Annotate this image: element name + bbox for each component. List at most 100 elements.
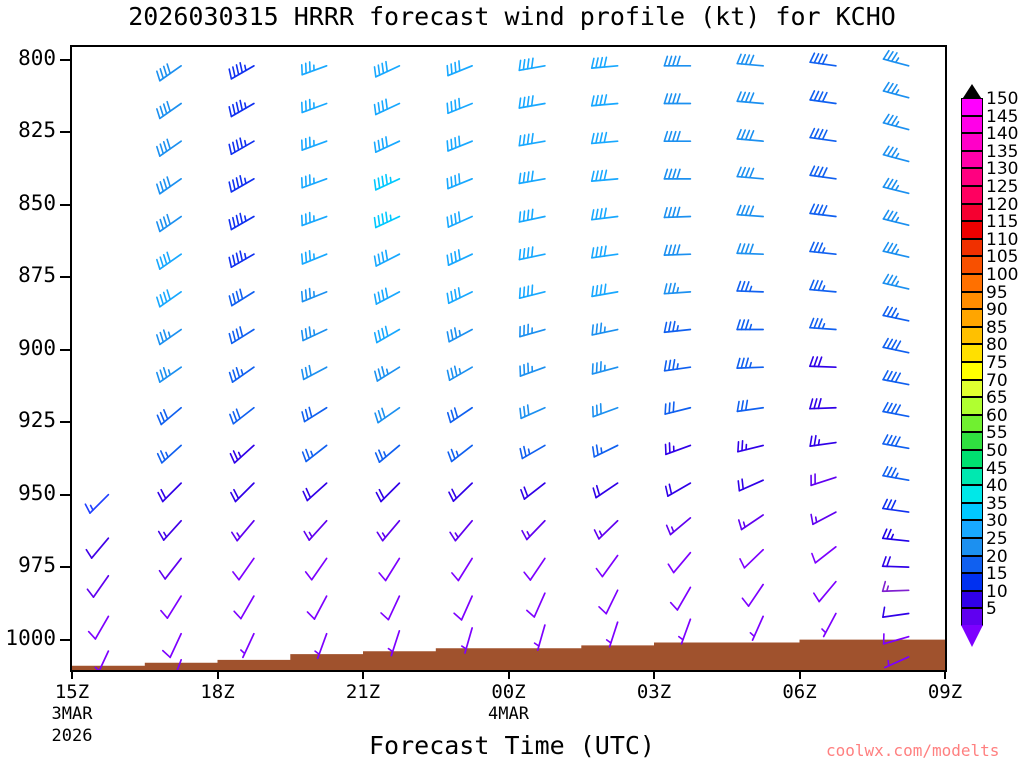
wind-barb xyxy=(591,283,619,298)
wind-barb xyxy=(447,444,473,463)
barb-full xyxy=(890,115,898,126)
colorbar-tick-label: 135 xyxy=(986,141,1019,162)
colorbar-tick-label: 125 xyxy=(986,177,1019,197)
colorbar-swatch xyxy=(961,115,983,134)
barb-full xyxy=(303,530,311,541)
wind-barb xyxy=(300,98,328,114)
barb-full xyxy=(161,649,171,659)
barb-full xyxy=(676,168,681,180)
wind-barb xyxy=(678,618,692,645)
barb-full xyxy=(522,248,526,260)
barb-full xyxy=(590,95,595,107)
wind-barb xyxy=(519,323,546,338)
wind-barb xyxy=(373,60,401,78)
barb-full xyxy=(239,212,244,225)
barb-half xyxy=(676,363,679,370)
wind-barb xyxy=(156,100,182,120)
wind-barb xyxy=(663,93,692,105)
barb-full xyxy=(817,356,823,368)
barb-full xyxy=(676,244,681,256)
x-axis-tick xyxy=(71,670,73,679)
barb-half xyxy=(894,184,900,191)
barb-full xyxy=(813,241,819,253)
barb-full xyxy=(603,131,608,144)
barb-full xyxy=(590,170,595,182)
colorbar-swatch xyxy=(961,133,983,151)
y-axis-tick xyxy=(60,421,70,424)
y-axis-tick xyxy=(60,348,70,351)
barb-full xyxy=(886,306,894,318)
wind-barb xyxy=(809,203,837,218)
wind-barb xyxy=(810,511,837,526)
barb-half xyxy=(886,585,890,592)
barb-full xyxy=(377,64,381,76)
barb-full xyxy=(526,209,530,221)
barb-full xyxy=(736,400,740,413)
wind-barb xyxy=(591,403,619,418)
barb-half xyxy=(383,451,387,458)
barb-full xyxy=(301,451,307,463)
barb-full xyxy=(446,331,450,343)
barb-full xyxy=(530,170,534,182)
barb-full xyxy=(744,357,750,369)
barb-full xyxy=(159,256,165,268)
colorbar-tick-label: 90 xyxy=(986,300,1008,321)
barb-half xyxy=(894,472,899,479)
barb-full xyxy=(453,327,458,339)
barb-full xyxy=(526,609,536,618)
wind-barb xyxy=(590,94,619,107)
barb-full xyxy=(162,65,168,77)
barb-full xyxy=(380,612,390,621)
barb-full xyxy=(232,103,236,116)
barb-full xyxy=(821,91,828,103)
wind-barb xyxy=(518,57,546,72)
barb-full xyxy=(737,440,740,453)
colorbar-tick-label: 45 xyxy=(986,458,1008,479)
barb-full xyxy=(881,528,888,540)
barb-full xyxy=(156,258,161,270)
x-axis-label: 06Z xyxy=(782,681,817,703)
barb-full xyxy=(166,251,171,263)
wind-barb xyxy=(156,251,182,270)
wind-barb xyxy=(446,135,473,152)
barb-half xyxy=(890,533,895,541)
barb-full xyxy=(744,319,750,331)
barb-full xyxy=(232,292,237,305)
wind-barb xyxy=(300,287,328,303)
wind-barb xyxy=(736,399,764,413)
barb-full xyxy=(381,213,385,225)
x-axis-label: 15Z xyxy=(54,681,90,703)
wind-barb xyxy=(882,273,910,290)
barb-full xyxy=(663,321,668,334)
barb-full xyxy=(748,167,755,179)
barb-full xyxy=(740,357,745,369)
barb-full xyxy=(882,498,888,510)
barb-full xyxy=(663,55,669,67)
wind-barb xyxy=(881,556,910,568)
barb-full xyxy=(384,249,389,262)
wind-barb xyxy=(741,583,764,607)
wind-barb xyxy=(228,137,255,156)
wind-barb xyxy=(736,243,764,256)
barb-full xyxy=(526,95,530,108)
y-axis-tick xyxy=(60,638,70,641)
wind-barb xyxy=(520,482,546,500)
barb-full xyxy=(385,60,389,73)
colorbar-swatch xyxy=(961,309,983,327)
barb-full xyxy=(671,168,677,180)
wind-barb xyxy=(882,606,910,618)
barb-full xyxy=(381,100,385,112)
barb-full xyxy=(740,280,746,292)
barb-full xyxy=(385,98,389,110)
wind-barb xyxy=(156,444,182,464)
barb-full xyxy=(162,216,168,228)
barb-full xyxy=(890,147,898,158)
barb-full xyxy=(373,141,377,153)
barb-full xyxy=(821,54,828,65)
barb-full xyxy=(744,399,749,412)
barb-full xyxy=(304,366,309,379)
wind-barb xyxy=(300,211,328,227)
wind-barb xyxy=(591,360,619,375)
barb-full xyxy=(156,296,161,308)
